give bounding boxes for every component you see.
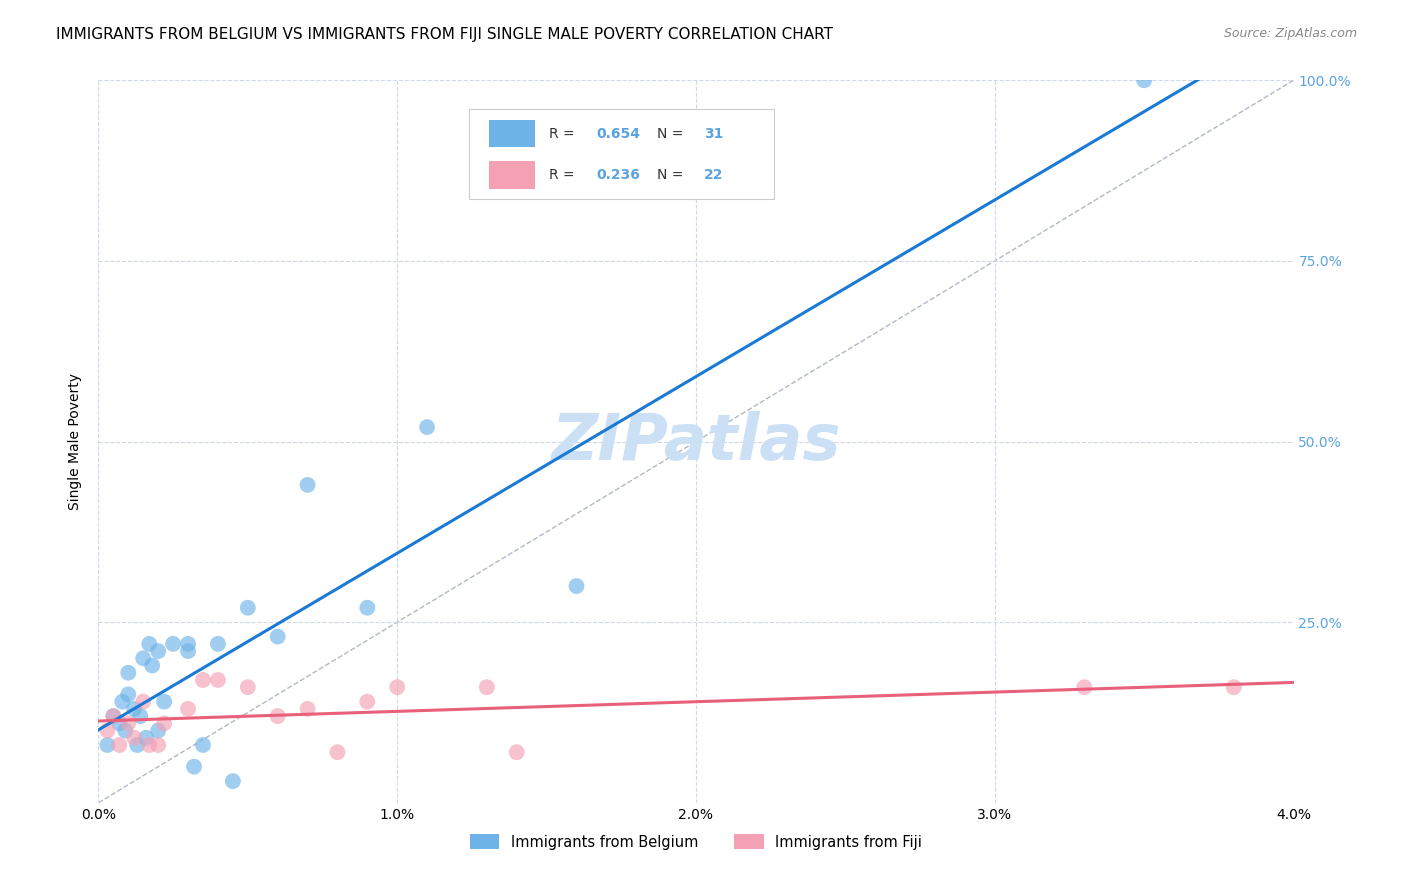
Text: 22: 22 (704, 168, 724, 182)
Immigrants from Fiji (356, 695, 378, 709)
Immigrants from Belgium (141, 658, 163, 673)
Immigrants from Belgium (138, 637, 160, 651)
Immigrants from Fiji (297, 702, 319, 716)
Immigrants from Fiji (1073, 680, 1095, 694)
Immigrants from Belgium (191, 738, 214, 752)
Immigrants from Fiji (177, 702, 200, 716)
Immigrants from Fiji (475, 680, 498, 694)
Text: 0.236: 0.236 (596, 168, 641, 182)
Immigrants from Belgium (177, 644, 200, 658)
Text: IMMIGRANTS FROM BELGIUM VS IMMIGRANTS FROM FIJI SINGLE MALE POVERTY CORRELATION : IMMIGRANTS FROM BELGIUM VS IMMIGRANTS FR… (56, 27, 834, 42)
Text: Source: ZipAtlas.com: Source: ZipAtlas.com (1223, 27, 1357, 40)
FancyBboxPatch shape (470, 109, 773, 200)
Immigrants from Fiji (117, 716, 139, 731)
Immigrants from Belgium (148, 723, 170, 738)
Text: R =: R = (548, 168, 579, 182)
Immigrants from Belgium (132, 651, 155, 665)
Immigrants from Fiji (153, 716, 176, 731)
Immigrants from Belgium (129, 709, 152, 723)
Immigrants from Fiji (138, 738, 160, 752)
Immigrants from Fiji (191, 673, 214, 687)
Immigrants from Belgium (135, 731, 157, 745)
Immigrants from Fiji (1223, 680, 1246, 694)
Immigrants from Belgium (127, 738, 149, 752)
Immigrants from Belgium (114, 723, 136, 738)
Immigrants from Fiji (207, 673, 229, 687)
Immigrants from Fiji (506, 745, 529, 759)
Immigrants from Belgium (108, 716, 131, 731)
Immigrants from Belgium (267, 630, 290, 644)
Immigrants from Belgium (222, 774, 245, 789)
Immigrants from Belgium (124, 702, 146, 716)
Immigrants from Belgium (103, 709, 125, 723)
FancyBboxPatch shape (489, 161, 534, 189)
Text: ZIPatlas: ZIPatlas (551, 410, 841, 473)
Immigrants from Belgium (111, 695, 134, 709)
Text: N =: N = (657, 168, 688, 182)
Immigrants from Belgium (183, 760, 205, 774)
Immigrants from Fiji (267, 709, 290, 723)
Immigrants from Belgium (207, 637, 229, 651)
Immigrants from Belgium (148, 644, 170, 658)
Immigrants from Fiji (385, 680, 409, 694)
Immigrants from Belgium (416, 420, 439, 434)
Immigrants from Fiji (103, 709, 125, 723)
Immigrants from Fiji (132, 695, 155, 709)
Immigrants from Fiji (326, 745, 349, 759)
Immigrants from Belgium (117, 665, 139, 680)
Immigrants from Fiji (148, 738, 170, 752)
Text: R =: R = (548, 127, 579, 141)
FancyBboxPatch shape (489, 120, 534, 147)
Immigrants from Belgium (356, 600, 378, 615)
Immigrants from Belgium (162, 637, 184, 651)
Immigrants from Fiji (96, 723, 118, 738)
Text: 31: 31 (704, 127, 724, 141)
Immigrants from Belgium (297, 478, 319, 492)
Text: N =: N = (657, 127, 688, 141)
Immigrants from Fiji (124, 731, 146, 745)
Legend: Immigrants from Belgium, Immigrants from Fiji: Immigrants from Belgium, Immigrants from… (463, 827, 929, 857)
Text: 0.654: 0.654 (596, 127, 641, 141)
Immigrants from Belgium (96, 738, 118, 752)
Immigrants from Belgium (153, 695, 176, 709)
Y-axis label: Single Male Poverty: Single Male Poverty (69, 373, 83, 510)
Immigrants from Belgium (177, 637, 200, 651)
Immigrants from Belgium (1133, 73, 1156, 87)
Immigrants from Belgium (117, 687, 139, 701)
Immigrants from Fiji (108, 738, 131, 752)
Immigrants from Belgium (565, 579, 588, 593)
Immigrants from Fiji (236, 680, 259, 694)
Immigrants from Belgium (236, 600, 259, 615)
